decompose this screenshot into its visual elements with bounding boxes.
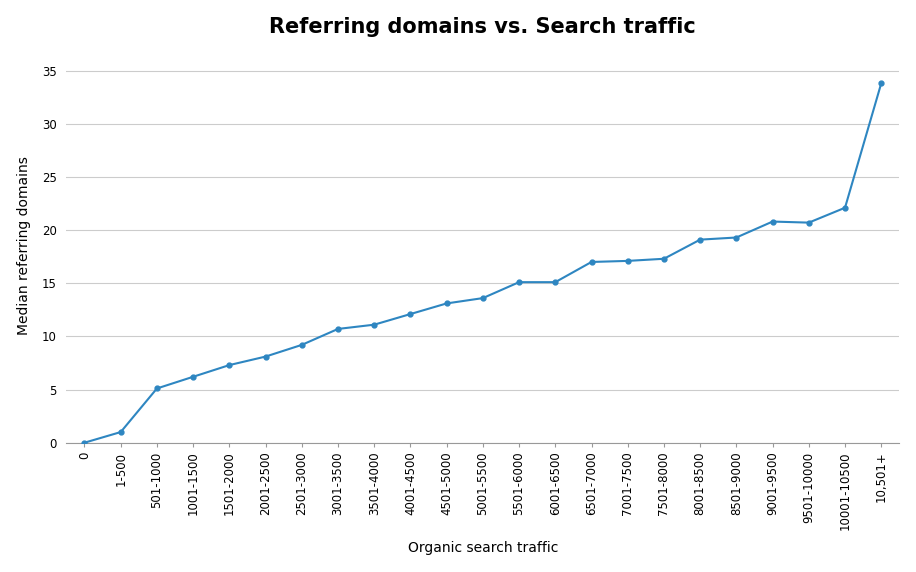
Title: Referring domains vs. Search traffic: Referring domains vs. Search traffic <box>269 17 696 37</box>
Y-axis label: Median referring domains: Median referring domains <box>16 157 30 335</box>
X-axis label: Organic search traffic: Organic search traffic <box>408 541 558 555</box>
